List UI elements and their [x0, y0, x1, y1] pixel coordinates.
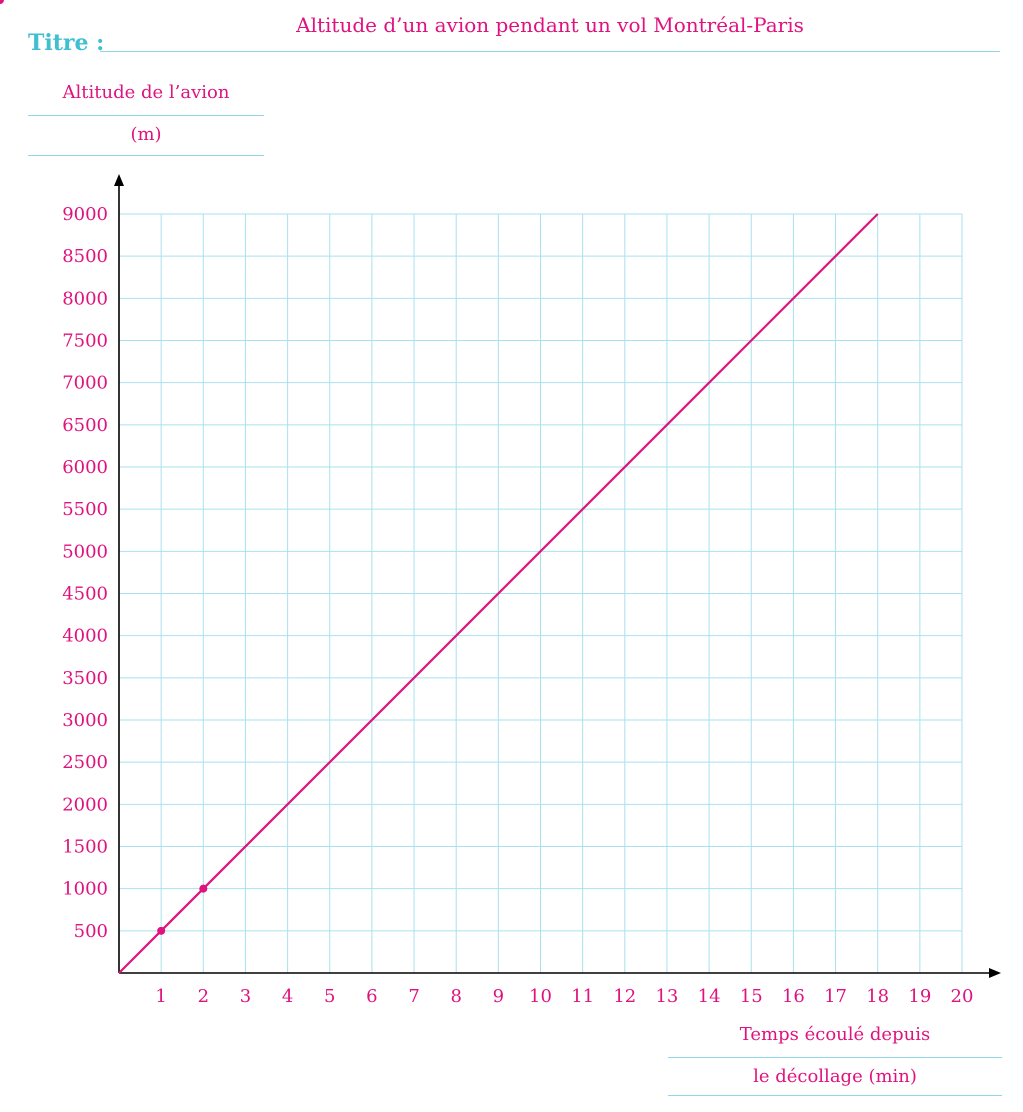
x-tick-label: 10: [529, 986, 552, 1007]
x-tick-label: 4: [282, 986, 293, 1007]
x-tick-label: 15: [740, 986, 763, 1007]
x-tick-label: 6: [366, 986, 377, 1007]
y-tick-label: 2000: [62, 794, 108, 815]
title-label: Titre :: [28, 30, 105, 56]
x-tick-label: 17: [824, 986, 847, 1007]
x-tick-label: 2: [198, 986, 209, 1007]
series-line: [118, 213, 879, 974]
x-tick-label: 5: [324, 986, 335, 1007]
y-tick-label: 5500: [62, 499, 108, 520]
x-tick-label: 20: [951, 986, 974, 1007]
x-axis-label-rule2: [668, 1095, 1002, 1096]
title-underline: [100, 51, 1000, 52]
y-tick-label: 4000: [62, 626, 108, 647]
axes: [114, 174, 1001, 978]
x-tick-label: 1: [155, 986, 166, 1007]
y-tick-label: 1000: [62, 879, 108, 900]
y-axis-label-line2: (m): [130, 124, 162, 145]
y-tick-label: 500: [74, 921, 108, 942]
x-tick-label: 16: [782, 986, 805, 1007]
y-tick-label: 4500: [62, 584, 108, 605]
y-tick-label: 1500: [62, 837, 108, 858]
y-tick-label: 8500: [62, 246, 108, 267]
x-tick-label: 8: [450, 986, 461, 1007]
x-tick-label: 14: [698, 986, 721, 1007]
y-tick-label: 7500: [62, 331, 108, 352]
data-point: [0, 0, 4, 4]
y-axis-arrow: [114, 174, 124, 186]
y-tick-label: 3000: [62, 710, 108, 731]
data-point: [199, 884, 208, 893]
x-axis-label-line1: Temps écoulé depuis: [739, 1024, 931, 1045]
y-axis-label-line1: Altitude de l’avion: [62, 82, 230, 103]
x-tick-label: 12: [613, 986, 636, 1007]
y-tick-label: 9000: [62, 204, 108, 225]
x-tick-label: 13: [655, 986, 678, 1007]
x-tick-label: 7: [408, 986, 419, 1007]
y-tick-label: 6500: [62, 415, 108, 436]
y-tick-label: 3500: [62, 668, 108, 689]
y-axis-label-rule2: [28, 155, 264, 156]
y-tick-labels: 500 1000 1500 2000 2500 3000 3500 4000 4500 5000 5…: [62, 204, 108, 942]
y-tick-label: 8000: [62, 288, 108, 309]
grid: [119, 213, 963, 973]
y-axis-label-rule1: [28, 115, 264, 116]
y-tick-label: 7000: [62, 373, 108, 394]
data-point: [157, 926, 166, 935]
y-tick-label: 6000: [62, 457, 108, 478]
x-tick-label: 18: [866, 986, 889, 1007]
x-axis-label-rule1: [668, 1057, 1002, 1058]
x-tick-label: 9: [493, 986, 504, 1007]
x-axis-arrow: [989, 968, 1001, 978]
x-tick-label: 3: [240, 986, 251, 1007]
x-tick-label: 11: [571, 986, 594, 1007]
y-tick-label: 2500: [62, 752, 108, 773]
chart-title: Altitude d’un avion pendant un vol Montr…: [296, 13, 804, 37]
x-tick-labels: 1 2 3 4 5 6 7 8 9 10 11 12 13 14 15 16 17 18 19 20: [155, 986, 973, 1007]
x-axis-label-line2: le décollage (min): [753, 1066, 917, 1087]
y-tick-label: 5000: [62, 541, 108, 562]
series: [0, 0, 879, 974]
x-tick-label: 19: [908, 986, 931, 1007]
